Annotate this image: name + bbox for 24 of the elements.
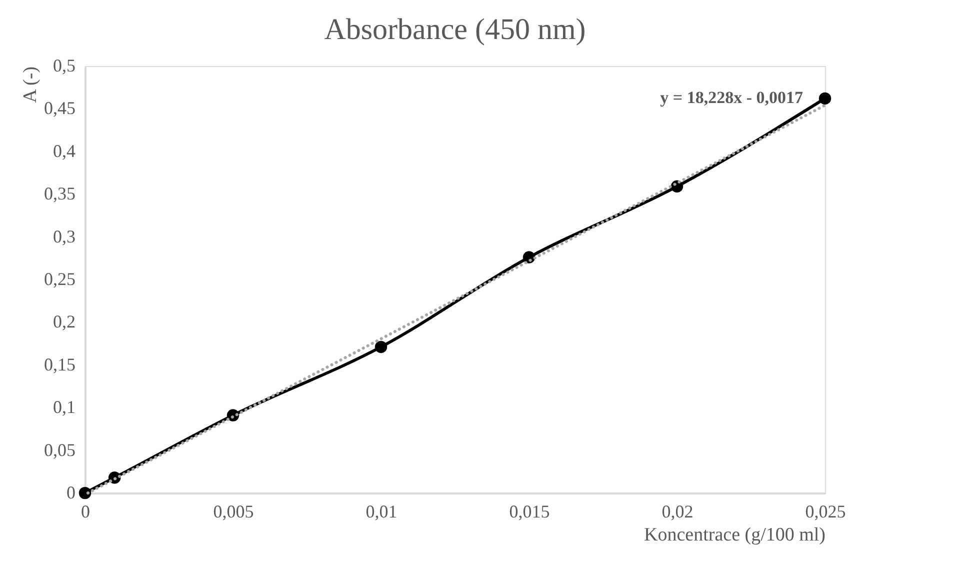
point — [78, 486, 92, 500]
y-tick-label: 0,25 — [44, 269, 76, 289]
x-tick-label: 0,02 — [662, 502, 694, 522]
x-tick-label: 0 — [81, 502, 90, 522]
x-axis-title: Koncentrace (g/100 ml) — [644, 524, 826, 546]
x-tick-label: 0,01 — [366, 502, 398, 522]
x-tick-label: 0,005 — [213, 502, 254, 522]
y-tick-label: 0 — [66, 482, 76, 502]
y-tick-label: 0,5 — [53, 56, 76, 76]
y-tick-label: 0,35 — [44, 184, 76, 204]
annotation: y = 18,228x - 0,0017 — [660, 88, 804, 107]
x-tick-label: 0,025 — [805, 502, 846, 522]
chart-title: Absorbance (450 nm) — [324, 13, 586, 46]
y-tick-label: 0,3 — [53, 226, 76, 246]
y-tick-label: 0,2 — [53, 312, 76, 332]
y-tick-label: 0,05 — [44, 440, 76, 460]
y-tick-label: 0,45 — [44, 98, 76, 118]
point — [818, 92, 832, 105]
x-tick-label: 0,015 — [509, 502, 550, 522]
y-tick-label: 0,1 — [53, 397, 76, 418]
y-tick-label: 0,4 — [53, 140, 76, 161]
y-tick-label: 0,15 — [44, 354, 76, 374]
y-axis-title: A (-) — [20, 66, 41, 103]
point — [374, 340, 388, 354]
